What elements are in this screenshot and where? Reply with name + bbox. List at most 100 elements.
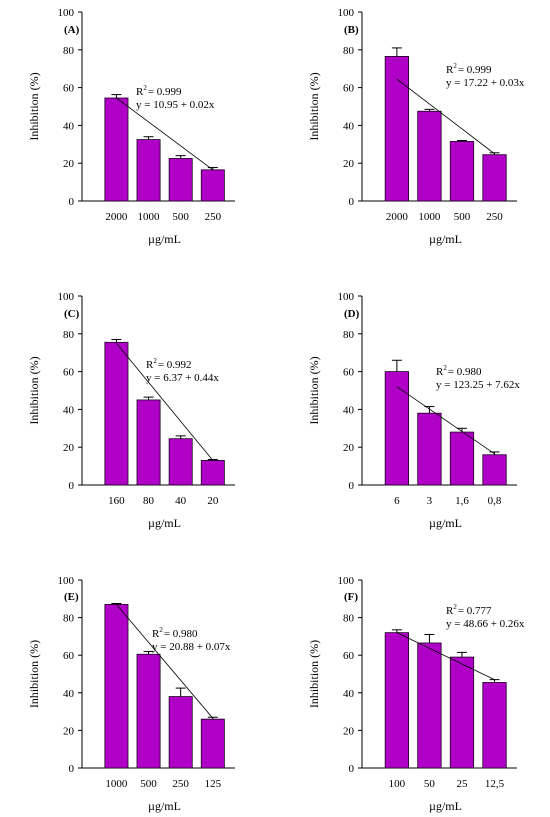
y-tick-label: 0 [349, 196, 355, 208]
x-tick-label: 0,8 [488, 495, 502, 507]
bar [449, 431, 475, 486]
bar [104, 604, 129, 769]
y-tick-label: 40 [343, 404, 355, 416]
bar [417, 110, 442, 202]
regression-equation: y = 20.88 + 0.07x [152, 641, 231, 653]
bar [136, 653, 161, 769]
r-squared-symbol: R [446, 605, 454, 617]
r-squared-symbol: R [436, 366, 444, 378]
x-tick-label: 250 [172, 778, 189, 790]
bar [168, 438, 193, 486]
regression-equation: y = 123.25 + 7.62x [436, 379, 520, 391]
r-squared-annotation: R2= 0.999 [446, 62, 492, 76]
r-squared-value: = 0.999 [458, 64, 492, 76]
y-tick-label: 100 [338, 575, 355, 587]
panel-label: (D) [344, 308, 360, 320]
x-axis-title: µg/mL [148, 799, 181, 813]
bar [417, 412, 442, 486]
panel-label: (F) [344, 591, 358, 603]
r-squared-annotation: R2= 0.980 [152, 626, 198, 640]
r-squared-value: = 0.777 [458, 605, 492, 617]
x-tick-label: 160 [108, 495, 125, 507]
y-tick-label: 60 [343, 650, 355, 662]
trend-line [396, 386, 495, 455]
trend-line [116, 97, 214, 171]
x-tick-label: 50 [424, 778, 436, 790]
y-axis-title: Inhibition (%) [307, 640, 321, 708]
x-tick-label: 6 [394, 495, 400, 507]
r-squared-value: = 0.980 [164, 628, 198, 640]
r-squared-annotation: R2= 0.980 [436, 364, 482, 378]
y-tick-label: 60 [343, 367, 355, 379]
r-squared-annotation: R2= 0.777 [446, 603, 492, 617]
y-tick-label: 40 [343, 688, 355, 700]
r-squared-superscript: 2 [443, 364, 447, 372]
y-axis-title: Inhibition (%) [27, 72, 41, 140]
y-tick-label: 100 [58, 291, 75, 303]
x-tick-label: 2000 [105, 211, 128, 223]
x-axis-title: µg/mL [148, 232, 181, 246]
y-tick-label: 60 [63, 367, 75, 379]
y-tick-label: 80 [343, 329, 355, 341]
x-tick-label: 1000 [418, 211, 441, 223]
x-tick-label: 1,6 [455, 495, 469, 507]
chart-panel: 0 20 40 60 80 100 2000 1000 500 250 (A) R2= 0.999y … [27, 7, 235, 246]
x-axis-title: µg/mL [429, 799, 462, 813]
y-axis-title: Inhibition (%) [27, 640, 41, 708]
y-axis-title: Inhibition (%) [307, 72, 321, 140]
x-tick-label: 2000 [386, 211, 409, 223]
r-squared-value: = 0.980 [448, 366, 482, 378]
y-tick-label: 20 [63, 725, 75, 737]
regression-equation: y = 10.95 + 0.02x [136, 99, 215, 111]
y-tick-label: 60 [63, 83, 75, 95]
bar [384, 632, 409, 769]
bar [136, 139, 161, 202]
x-tick-label: 250 [205, 211, 222, 223]
y-tick-label: 40 [63, 120, 75, 132]
y-tick-label: 80 [63, 613, 75, 625]
y-tick-label: 80 [343, 613, 355, 625]
bar [136, 399, 161, 486]
x-tick-label: 1000 [138, 211, 161, 223]
trend-line [396, 632, 495, 681]
regression-equation: y = 17.22 + 0.03x [446, 77, 525, 89]
r-squared-symbol: R [146, 359, 154, 371]
bar [168, 158, 193, 202]
r-squared-value: = 0.999 [148, 86, 182, 98]
bar [449, 141, 475, 202]
bar [449, 656, 475, 769]
y-tick-label: 100 [58, 575, 75, 587]
trend-line [116, 604, 214, 719]
bar [104, 97, 129, 202]
panel-label: (C) [64, 308, 80, 320]
x-tick-label: 80 [143, 495, 155, 507]
r-squared-annotation: R2= 0.992 [146, 357, 192, 371]
bar [104, 341, 129, 486]
bar [200, 718, 225, 769]
x-tick-label: 500 [172, 211, 189, 223]
trend-line [396, 78, 495, 155]
x-tick-label: 1000 [105, 778, 128, 790]
x-tick-label: 25 [456, 778, 468, 790]
x-tick-label: 500 [140, 778, 157, 790]
x-tick-label: 40 [175, 495, 187, 507]
panel-label: (E) [64, 591, 79, 603]
x-tick-label: 3 [427, 495, 433, 507]
y-tick-label: 20 [343, 725, 355, 737]
y-tick-label: 0 [69, 763, 75, 775]
r-squared-symbol: R [136, 86, 144, 98]
y-tick-label: 20 [343, 442, 355, 454]
y-tick-label: 80 [343, 45, 355, 57]
trend-line [116, 342, 214, 461]
r-squared-superscript: 2 [153, 357, 157, 365]
r-squared-superscript: 2 [453, 603, 457, 611]
r-squared-symbol: R [152, 628, 160, 640]
y-tick-label: 100 [338, 7, 355, 19]
x-tick-label: 500 [454, 211, 471, 223]
r-squared-symbol: R [446, 64, 454, 76]
x-tick-label: 250 [486, 211, 503, 223]
y-tick-label: 100 [338, 291, 355, 303]
